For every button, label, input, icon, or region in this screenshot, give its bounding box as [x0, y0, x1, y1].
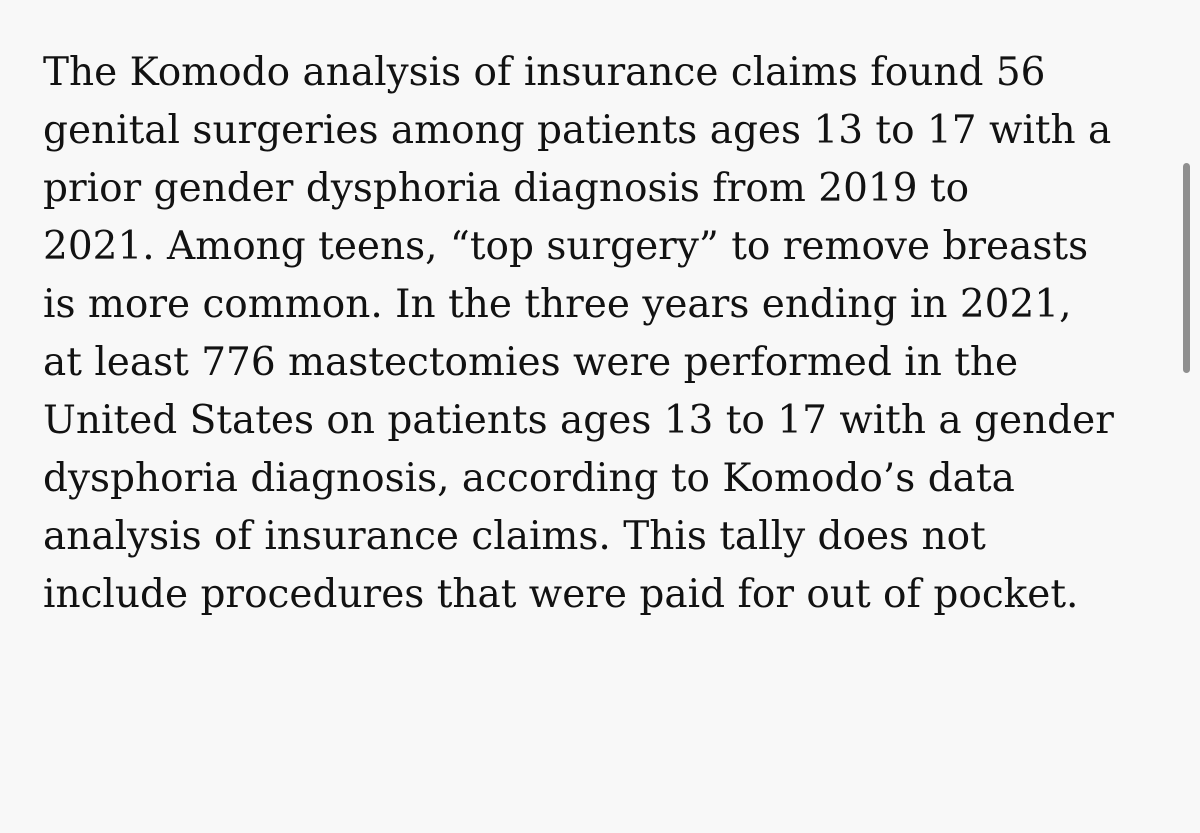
paragraph-line: prior gender dysphoria diagnosis from 20…	[43, 166, 970, 211]
paragraph-line: dysphoria diagnosis, according to Komodo…	[43, 456, 1015, 501]
paragraph-line: United States on patients ages 13 to 17 …	[43, 398, 1114, 443]
article-paragraph: The Komodo analysis of insurance claims …	[43, 44, 1163, 624]
paragraph-line: at least 776 mastectomies were performed…	[43, 340, 1019, 385]
paragraph-line: analysis of insurance claims. This tally…	[43, 514, 986, 559]
scrollbar-thumb[interactable]	[1183, 163, 1190, 373]
paragraph-line: genital surgeries among patients ages 13…	[43, 108, 1112, 153]
paragraph-line: The Komodo analysis of insurance claims …	[43, 50, 1046, 95]
paragraph-line: include procedures that were paid for ou…	[43, 572, 1079, 617]
paragraph-line: 2021. Among teens, “top surgery” to remo…	[43, 224, 1089, 269]
paragraph-line: is more common. In the three years endin…	[43, 282, 1072, 327]
